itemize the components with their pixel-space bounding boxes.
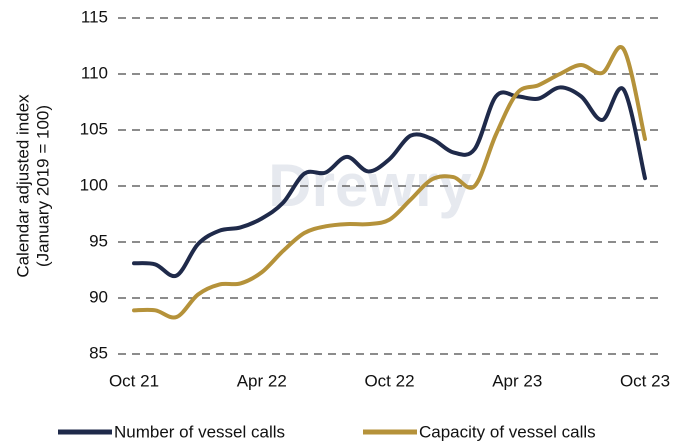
y-axis-label: Calendar adjusted index — [13, 94, 32, 278]
x-tick-label: Oct 22 — [364, 371, 414, 390]
y-tick-label: 105 — [80, 119, 108, 138]
legend-label: Number of vessel calls — [114, 422, 285, 441]
x-tick-label: Apr 22 — [237, 371, 287, 390]
y-axis-label: (January 2019 = 100) — [33, 105, 52, 267]
y-tick-label: 110 — [81, 63, 108, 82]
y-tick-label: 100 — [80, 175, 108, 194]
series-line — [132, 45, 647, 320]
y-tick-label: 115 — [81, 7, 108, 26]
y-tick-label: 85 — [89, 343, 108, 362]
x-tick-label: Apr 23 — [492, 371, 542, 390]
y-tick-label: 90 — [89, 287, 108, 306]
legend-label: Capacity of vessel calls — [419, 422, 596, 441]
x-tick-label: Oct 21 — [109, 371, 159, 390]
series-line — [132, 85, 647, 279]
x-tick-label: Oct 23 — [620, 371, 670, 390]
y-tick-label: 95 — [89, 231, 108, 250]
